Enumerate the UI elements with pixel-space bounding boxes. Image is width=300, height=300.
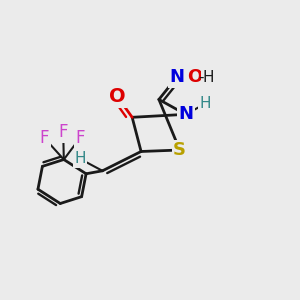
Text: H: H xyxy=(74,152,86,166)
Text: -: - xyxy=(198,70,204,85)
Text: O: O xyxy=(187,68,202,86)
Text: F: F xyxy=(58,123,68,141)
Text: S: S xyxy=(173,141,186,159)
Text: F: F xyxy=(75,129,85,147)
Text: N: N xyxy=(169,68,184,86)
Text: N: N xyxy=(178,105,193,123)
Text: H: H xyxy=(199,96,211,111)
Text: F: F xyxy=(40,129,49,147)
Text: H: H xyxy=(202,70,214,85)
Text: O: O xyxy=(109,87,126,106)
